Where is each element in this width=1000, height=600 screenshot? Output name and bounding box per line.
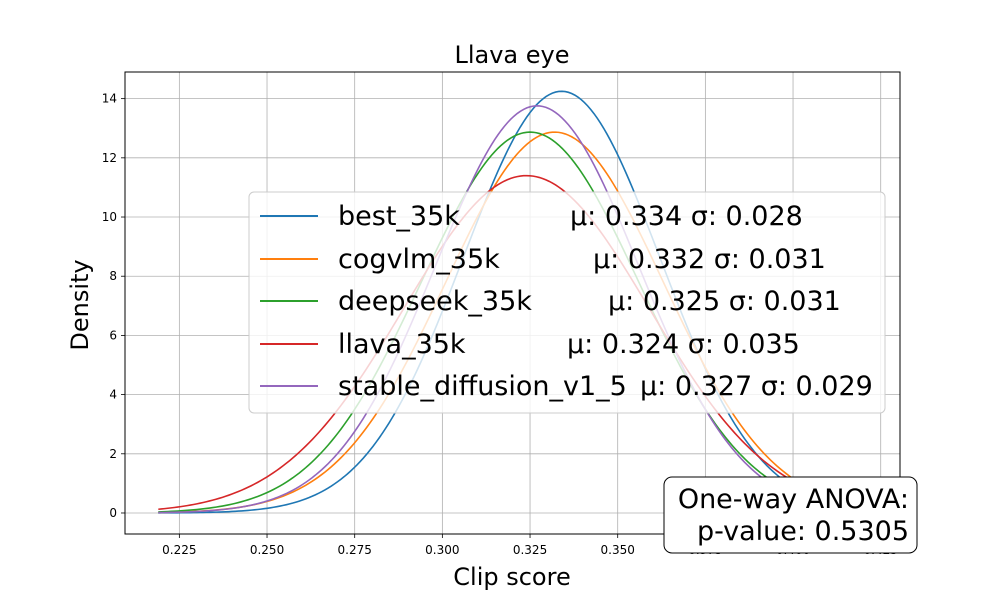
density-curve-best-35k [158,90,864,514]
plot-frame [124,71,901,535]
y-tick-label: 6 [109,328,117,342]
legend-stat-stable-diffusion-v1-5: μ: 0.327 σ: 0.029 [640,371,873,402]
chart-title: Llava eye [454,41,569,69]
y-tick-label: 2 [109,447,117,461]
legend-label-stable-diffusion-v1-5: stable_diffusion_v1_5 [338,371,627,402]
anova-annotation: One-way ANOVA: p-value: 0.5305 [663,476,918,554]
y-tick-label: 0 [109,506,117,520]
density-curve-stable-diffusion-v1-5 [158,105,864,514]
legend-stat-cogvlm-35k: μ: 0.332 σ: 0.031 [593,244,826,275]
density-curve-llava-35k [158,174,864,511]
legend: best_35k μ: 0.334 σ: 0.028 cogvlm_35k μ: 0.… [248,191,886,414]
y-tick-label: 8 [109,269,117,283]
legend-stat-llava-35k: μ: 0.324 σ: 0.035 [567,329,800,360]
legend-box [248,191,886,414]
x-tick-label: 0.350 [601,543,635,557]
y-tick-label: 14 [102,92,117,106]
x-tick-label: 0.300 [425,543,459,557]
anova-p-value: p-value: 0.5305 [697,516,909,547]
legend-label-cogvlm-35k: cogvlm_35k [338,244,500,275]
x-tick-label: 0.275 [338,543,372,557]
y-tick-label: 10 [102,210,117,224]
legend-label-deepseek-35k: deepseek_35k [338,286,532,317]
legend-stat-best-35k: μ: 0.334 σ: 0.028 [570,201,803,232]
anova-title: One-way ANOVA: [678,484,909,515]
x-axis-title: Clip score [453,563,570,591]
x-tick-label: 0.250 [250,543,284,557]
x-tick-label: 0.225 [162,543,196,557]
y-axis-ticks: 0 2 4 6 8 10 12 14 [102,92,125,520]
y-axis-title: Density [66,259,94,350]
legend-stat-deepseek-35k: μ: 0.325 σ: 0.031 [608,286,841,317]
legend-label-llava-35k: llava_35k [338,329,466,360]
x-tick-label: 0.325 [513,543,547,557]
density-curve-deepseek-35k [158,131,864,513]
y-tick-label: 4 [109,388,117,402]
legend-label-best-35k: best_35k [338,201,460,232]
density-curves [158,90,864,514]
y-tick-label: 12 [102,151,117,165]
anova-box [663,476,918,554]
